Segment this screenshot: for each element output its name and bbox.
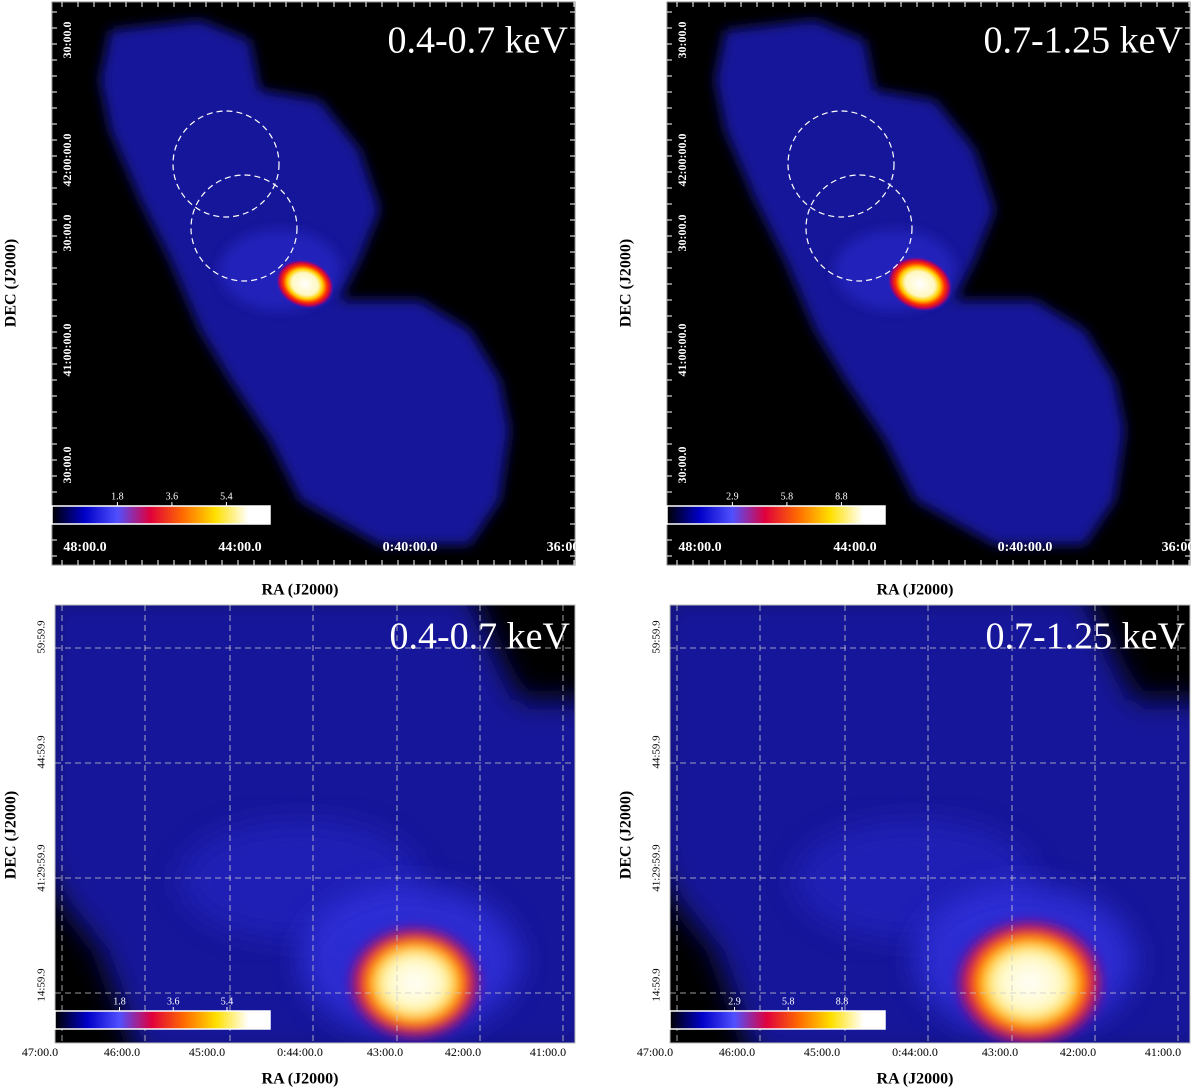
y-axis-label: DEC (J2000) — [618, 791, 635, 879]
energy-label: 0.4-0.7 keV — [388, 20, 569, 62]
x-tick-label: 41:00.0 — [1145, 1045, 1181, 1059]
y-tick-label: 44:59.9 — [651, 735, 663, 769]
y-axis-label: DEC (J2000) — [3, 239, 20, 327]
x-tick-label: 42:00.0 — [445, 1045, 481, 1059]
panel: 30:00.0 42:00:00.0 30:00.0 41:00:00.0 30:00.… — [618, 1, 1195, 599]
y-tick-label: 41:00:00.0 — [675, 324, 689, 377]
x-axis-label: RA (J2000) — [262, 1071, 339, 1088]
y-tick-label: 44:59.9 — [36, 735, 48, 769]
bright-source — [275, 259, 335, 309]
bright-source — [953, 918, 1107, 1043]
colorbar-tick-label: 5.4 — [221, 996, 234, 1007]
y-tick-label: 41:00:00.0 — [60, 324, 74, 377]
x-tick-label: 0:44:00.0 — [892, 1045, 938, 1059]
x-tick-label: 47:00.0 — [637, 1045, 673, 1059]
y-tick-label: 59:59.9 — [36, 620, 48, 654]
panel: 59:59.9 44:59.9 41:29:59.9 14:59.9 47:00.0 46… — [618, 604, 1191, 1088]
x-tick-label: 45:00.0 — [189, 1045, 225, 1059]
x-tick-label: 43:00.0 — [367, 1045, 403, 1059]
colorbar-tick-label: 1.8 — [111, 491, 124, 502]
colorbar — [666, 505, 886, 525]
image — [670, 605, 1190, 1043]
y-tick-label: 30:00.0 — [675, 447, 689, 484]
x-tick-label: 47:00.0 — [22, 1045, 58, 1059]
bright-source — [347, 925, 483, 1041]
x-tick-label: 48:00.0 — [63, 540, 106, 555]
region-circle — [172, 110, 280, 218]
y-tick-label: 30:00.0 — [60, 22, 74, 59]
colorbar-tick-label: 5.4 — [220, 491, 233, 502]
bright-source — [887, 256, 953, 312]
colorbar — [54, 1010, 271, 1030]
image — [100, 20, 510, 545]
colorbar-tick-label: 8.8 — [835, 491, 848, 502]
x-tick-label: 44:00.0 — [218, 540, 261, 555]
x-tick-label: 41:00.0 — [530, 1045, 566, 1059]
x-tick-label: 36:00 — [547, 540, 580, 555]
x-axis-label: RA (J2000) — [877, 582, 954, 599]
x-axis-label: RA (J2000) — [877, 1071, 954, 1088]
colorbar-tick-label: 8.8 — [836, 996, 849, 1007]
colorbar-tick-label: 2.9 — [726, 491, 739, 502]
x-tick-label: 45:00.0 — [804, 1045, 840, 1059]
panel: 59:59.9 44:59.9 41:29:59.9 14:59.9 47:00.0 46… — [3, 604, 576, 1088]
image — [55, 605, 575, 1043]
colorbar — [51, 505, 271, 525]
x-tick-label: 46:00.0 — [104, 1045, 140, 1059]
colorbar — [669, 1010, 886, 1030]
x-tick-label: 36:00 — [1162, 540, 1195, 555]
x-tick-label: 0:40:00.0 — [998, 540, 1053, 555]
colorbar-tick-label: 5.8 — [782, 996, 795, 1007]
x-tick-label: 42:00.0 — [1060, 1045, 1096, 1059]
energy-label: 0.7-1.25 keV — [986, 616, 1186, 658]
x-tick-label: 0:40:00.0 — [383, 540, 438, 555]
image — [715, 20, 1125, 545]
colorbar-tick-label: 5.8 — [781, 491, 794, 502]
region-circle — [787, 110, 895, 218]
y-tick-label: 30:00.0 — [675, 22, 689, 59]
x-tick-label: 46:00.0 — [719, 1045, 755, 1059]
colorbar-tick-label: 3.6 — [167, 996, 180, 1007]
y-tick-label: 14:59.9 — [36, 968, 48, 1002]
y-tick-label: 42:00:00.0 — [60, 134, 74, 187]
x-tick-label: 0:44:00.0 — [277, 1045, 323, 1059]
x-tick-label: 48:00.0 — [678, 540, 721, 555]
y-tick-label: 30:00.0 — [675, 215, 689, 252]
energy-label: 0.4-0.7 keV — [390, 616, 571, 658]
colorbar-tick-label: 2.9 — [728, 996, 741, 1007]
x-tick-label: 44:00.0 — [833, 540, 876, 555]
x-axis-label: RA (J2000) — [262, 582, 339, 599]
colorbar-tick-label: 1.8 — [113, 996, 126, 1007]
y-tick-label: 59:59.9 — [651, 620, 663, 654]
energy-label: 0.7-1.25 keV — [984, 20, 1184, 62]
y-axis-label: DEC (J2000) — [3, 791, 20, 879]
frame — [54, 604, 576, 1044]
y-tick-label: 41:29:59.9 — [36, 844, 48, 892]
y-tick-label: 42:00:00.0 — [675, 134, 689, 187]
panel: 30:00.0 42:00:00.0 30:00.0 41:00:00.0 30:00.… — [3, 1, 580, 599]
y-tick-label: 14:59.9 — [651, 968, 663, 1002]
x-tick-label: 43:00.0 — [982, 1045, 1018, 1059]
colorbar-tick-label: 3.6 — [166, 491, 179, 502]
y-tick-label: 41:29:59.9 — [651, 844, 663, 892]
region-circle — [190, 174, 298, 282]
region-circle — [805, 174, 913, 282]
frame — [669, 604, 1191, 1044]
y-tick-label: 30:00.0 — [60, 447, 74, 484]
y-axis-label: DEC (J2000) — [618, 239, 635, 327]
y-tick-label: 30:00.0 — [60, 215, 74, 252]
